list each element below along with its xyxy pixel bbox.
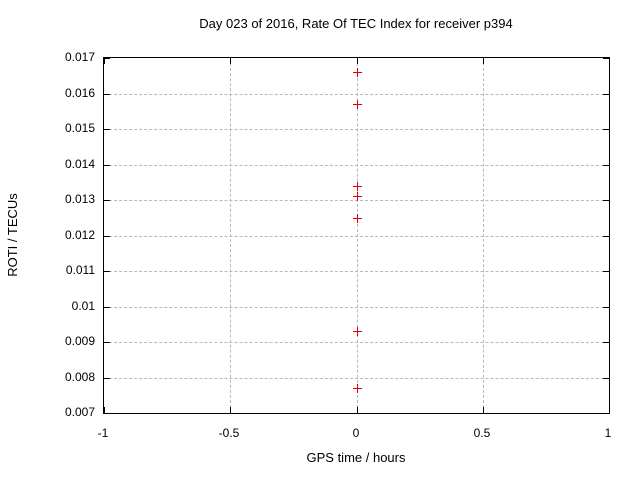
marker-vertical-stroke <box>357 68 358 77</box>
y-gridline <box>104 200 609 201</box>
x-gridline <box>483 58 484 413</box>
y-tick-mark <box>104 94 110 95</box>
y-axis-label: ROTI / TECUs <box>5 193 20 277</box>
x-tick-mark <box>104 407 105 413</box>
y-tick-mark <box>104 271 110 272</box>
y-tick-label: 0.012 <box>64 228 95 242</box>
x-tick-label: 0.5 <box>473 426 491 440</box>
y-tick-mark <box>603 342 609 343</box>
y-tick-label: 0.009 <box>64 334 95 348</box>
data-point-marker <box>353 68 362 77</box>
y-tick-mark <box>603 413 609 414</box>
y-gridline <box>104 94 609 95</box>
y-tick-label: 0.007 <box>64 405 95 419</box>
data-point-marker <box>353 192 362 201</box>
y-tick-label: 0.014 <box>64 157 95 171</box>
y-tick-mark <box>104 307 110 308</box>
y-tick-label: 0.017 <box>64 50 95 64</box>
y-tick-mark <box>104 378 110 379</box>
y-tick-mark <box>603 58 609 59</box>
y-gridline <box>104 378 609 379</box>
x-tick-mark <box>230 58 231 64</box>
x-tick-mark <box>357 407 358 413</box>
y-gridline <box>104 307 609 308</box>
marker-vertical-stroke <box>357 182 358 191</box>
x-tick-label: 0 <box>352 426 360 440</box>
y-gridline <box>104 129 609 130</box>
y-tick-label: 0.011 <box>65 263 95 277</box>
y-tick-mark <box>104 58 110 59</box>
x-tick-mark <box>357 58 358 64</box>
y-tick-mark <box>104 165 110 166</box>
y-tick-label: 0.015 <box>64 121 95 135</box>
marker-vertical-stroke <box>357 327 358 336</box>
data-point-marker <box>353 182 362 191</box>
data-point-marker <box>353 100 362 109</box>
x-tick-mark <box>483 58 484 64</box>
data-point-marker <box>353 327 362 336</box>
y-tick-mark <box>603 271 609 272</box>
y-gridline <box>104 165 609 166</box>
y-tick-mark <box>104 129 110 130</box>
y-tick-mark <box>104 342 110 343</box>
x-axis-label: GPS time / hours <box>306 450 406 465</box>
marker-vertical-stroke <box>357 100 358 109</box>
x-gridline <box>230 58 231 413</box>
data-point-marker <box>353 384 362 393</box>
x-tick-mark <box>483 407 484 413</box>
y-tick-mark <box>603 378 609 379</box>
y-tick-label: 0.016 <box>64 86 95 100</box>
y-tick-mark <box>104 236 110 237</box>
y-tick-mark <box>104 413 110 414</box>
x-tick-label: -1 <box>97 426 109 440</box>
x-tick-label: 1 <box>604 426 612 440</box>
y-tick-label: 0.013 <box>64 192 95 206</box>
y-gridline <box>104 271 609 272</box>
y-tick-label: 0.008 <box>64 370 95 384</box>
plot-area <box>103 57 610 414</box>
y-tick-mark <box>603 94 609 95</box>
x-tick-mark <box>609 58 610 64</box>
y-tick-mark <box>603 165 609 166</box>
marker-vertical-stroke <box>357 214 358 223</box>
y-gridline <box>104 236 609 237</box>
y-tick-mark <box>603 200 609 201</box>
marker-vertical-stroke <box>357 192 358 201</box>
y-gridline <box>104 342 609 343</box>
data-point-marker <box>353 214 362 223</box>
y-tick-mark <box>104 200 110 201</box>
y-tick-mark <box>603 129 609 130</box>
chart-title: Day 023 of 2016, Rate Of TEC Index for r… <box>199 16 513 31</box>
x-tick-mark <box>609 407 610 413</box>
y-tick-mark <box>603 236 609 237</box>
x-tick-mark <box>230 407 231 413</box>
marker-vertical-stroke <box>357 384 358 393</box>
x-tick-mark <box>104 58 105 64</box>
x-gridline <box>357 58 358 413</box>
y-tick-label: 0.01 <box>71 299 95 313</box>
x-tick-label: -0.5 <box>218 426 240 440</box>
y-tick-mark <box>603 307 609 308</box>
